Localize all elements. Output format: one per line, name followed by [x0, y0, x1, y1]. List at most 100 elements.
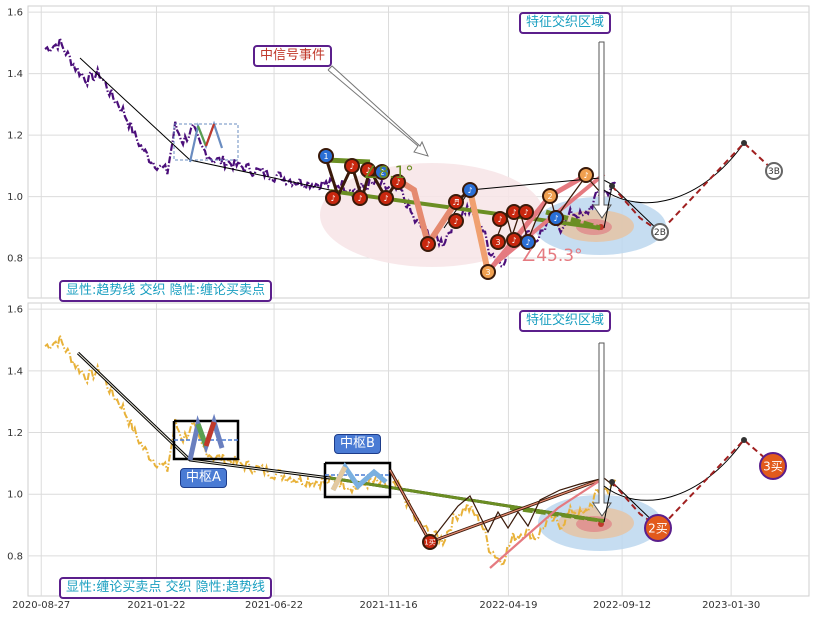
- top-chan-point-text: ♪: [525, 238, 530, 247]
- buy-2-marker: [644, 514, 672, 542]
- top-pivot-box: [173, 123, 239, 161]
- x-tick-label: 2021-11-16: [359, 600, 417, 611]
- top-y-tick-label: 1.0: [7, 192, 23, 203]
- bottom-y-tick-label: 0.8: [7, 551, 23, 562]
- top-y-tick-label: 1.4: [7, 69, 23, 80]
- top-chan-point-text: 3: [495, 238, 500, 247]
- top-chan-point: [374, 164, 390, 180]
- top-chan-point-text: ♬: [452, 198, 459, 207]
- top-proj-curve: [603, 142, 745, 204]
- top-chan-point: [518, 204, 534, 220]
- x-tick-label: 2022-09-12: [593, 600, 651, 611]
- top-chan-point-text: ♪: [523, 208, 528, 217]
- bottom-y-tick-label: 1.2: [7, 428, 23, 439]
- top-chan-point: [492, 211, 508, 227]
- bottom-trend-dash: [509, 506, 605, 523]
- buy-3-marker-text: 3买: [763, 459, 783, 473]
- bottom-legend-label: 显性:缠论买卖点 交织 隐性:趋势线: [59, 577, 273, 599]
- top-chan-point-text: 3: [485, 268, 490, 277]
- top-panel: 0.81.01.21.41.61♪♪♪♪2♪♪♪♬♪♪3♪♪♪♪♪2♪♪3♪2B…: [7, 5, 810, 299]
- x-tick-label: 2023-01-30: [702, 600, 760, 611]
- top-pivot-green: [196, 125, 208, 147]
- bottom-small-zigzag: [429, 477, 615, 543]
- top-chan-point: [542, 188, 558, 204]
- top-chan-point-text: ♪: [365, 166, 370, 175]
- top-chan-point-text: 1: [323, 152, 328, 161]
- top-chan-point: [490, 234, 506, 250]
- top-pink-line: [488, 172, 606, 270]
- top-feature-zone-label: 特征交织区域: [519, 12, 612, 34]
- top-proj-dash: [611, 141, 775, 234]
- top-3b-marker: [765, 162, 783, 180]
- pivot-b-box: [323, 461, 392, 499]
- bottom-plot-frame: [27, 302, 810, 597]
- bottom-proj-dot: [609, 479, 615, 485]
- x-tick-label: 2021-06-22: [245, 600, 303, 611]
- pivot-a-label: 中枢A: [180, 468, 227, 488]
- bottom-panel: 0.8 1.0 1.2 1.4 1.6 2020-08-27 2021-01-22 2021-…: [7, 302, 810, 611]
- top-chan-point-text: ♪: [467, 186, 472, 195]
- pivot-b-tan: [330, 465, 348, 492]
- top-chan-point: [352, 190, 368, 206]
- top-chan-point-text: ♪: [330, 194, 335, 203]
- top-2b-text: 2B: [654, 228, 666, 238]
- top-chan-point: [390, 174, 406, 190]
- top-chan-point: [448, 194, 464, 210]
- bottom-proj-peak: [741, 437, 747, 443]
- top-chan-point-text: ♪: [553, 214, 558, 223]
- top-zigzag-salmon: [396, 177, 459, 252]
- signal-event-label: 中信号事件: [253, 45, 333, 67]
- top-chan-point: [520, 234, 536, 250]
- top-event-arrow: [327, 65, 429, 157]
- top-chan-point: [325, 190, 341, 206]
- angle-pink-label: ∠45.3°: [521, 246, 583, 266]
- x-tick-label: 2020-08-27: [12, 600, 70, 611]
- top-chan-point: [480, 264, 496, 280]
- top-chan-point-text: ♪: [357, 194, 362, 203]
- buy-3-marker: [759, 452, 787, 480]
- top-signal-ellipse: [320, 163, 544, 267]
- buy-1-marker: [422, 534, 438, 550]
- top-pivot-red: [204, 123, 216, 147]
- top-y-tick-label: 1.6: [7, 8, 23, 19]
- bottom-proj-dash: [611, 438, 775, 530]
- top-y-tick-label: 1.2: [7, 131, 23, 142]
- buy-1-marker-text: 1买: [424, 539, 435, 547]
- top-chan-point: [462, 182, 478, 198]
- top-y-tick-label: 0.8: [7, 254, 23, 265]
- top-proj-dot: [609, 183, 615, 189]
- bottom-pink-line: [489, 477, 605, 569]
- pivot-b-label: 中枢B: [334, 434, 381, 454]
- top-chan-point-text: ♪: [383, 194, 388, 203]
- x-tick-label: 2021-01-22: [127, 600, 185, 611]
- top-chan-point-text: 2: [379, 168, 384, 177]
- top-chan-point: [318, 148, 334, 164]
- x-tick-label: 2022-04-19: [479, 600, 537, 611]
- top-chan-point-text: ♪: [511, 236, 516, 245]
- top-chan-point-text: ♪: [511, 208, 516, 217]
- top-chan-point: [448, 213, 464, 229]
- top-chan-point-text: ♪: [425, 240, 430, 249]
- bottom-y-tick-label: 1.6: [7, 305, 23, 316]
- top-small-zigzag: [495, 174, 601, 243]
- top-chan-point: [578, 167, 594, 183]
- top-proj-peak: [741, 140, 747, 146]
- top-zone-arrow: [592, 41, 612, 219]
- top-chan-point-text: 2: [547, 192, 552, 201]
- top-3b-text: 3B: [768, 167, 780, 177]
- top-zigzag-orange: [467, 189, 491, 273]
- bottom-feature-zone-label: 特征交织区域: [519, 310, 612, 332]
- top-chan-point: [378, 190, 394, 206]
- top-chan-point: [344, 158, 360, 174]
- buy-2-marker-text: 2买: [648, 521, 668, 535]
- bottom-y-tick-label: 1.0: [7, 490, 23, 501]
- top-chan-point: [548, 210, 564, 226]
- bottom-proj-curve: [603, 439, 745, 501]
- top-chan-point-text: ♪: [395, 178, 400, 187]
- top-chan-point-text: ♪: [497, 215, 502, 224]
- top-2b-marker: [651, 223, 669, 241]
- top-legend-label: 显性:趋势线 交织 隐性:缠论买卖点: [59, 280, 273, 302]
- angle-green-label: ∠8.1°: [363, 163, 414, 183]
- top-chan-point-text: ♪: [349, 162, 354, 171]
